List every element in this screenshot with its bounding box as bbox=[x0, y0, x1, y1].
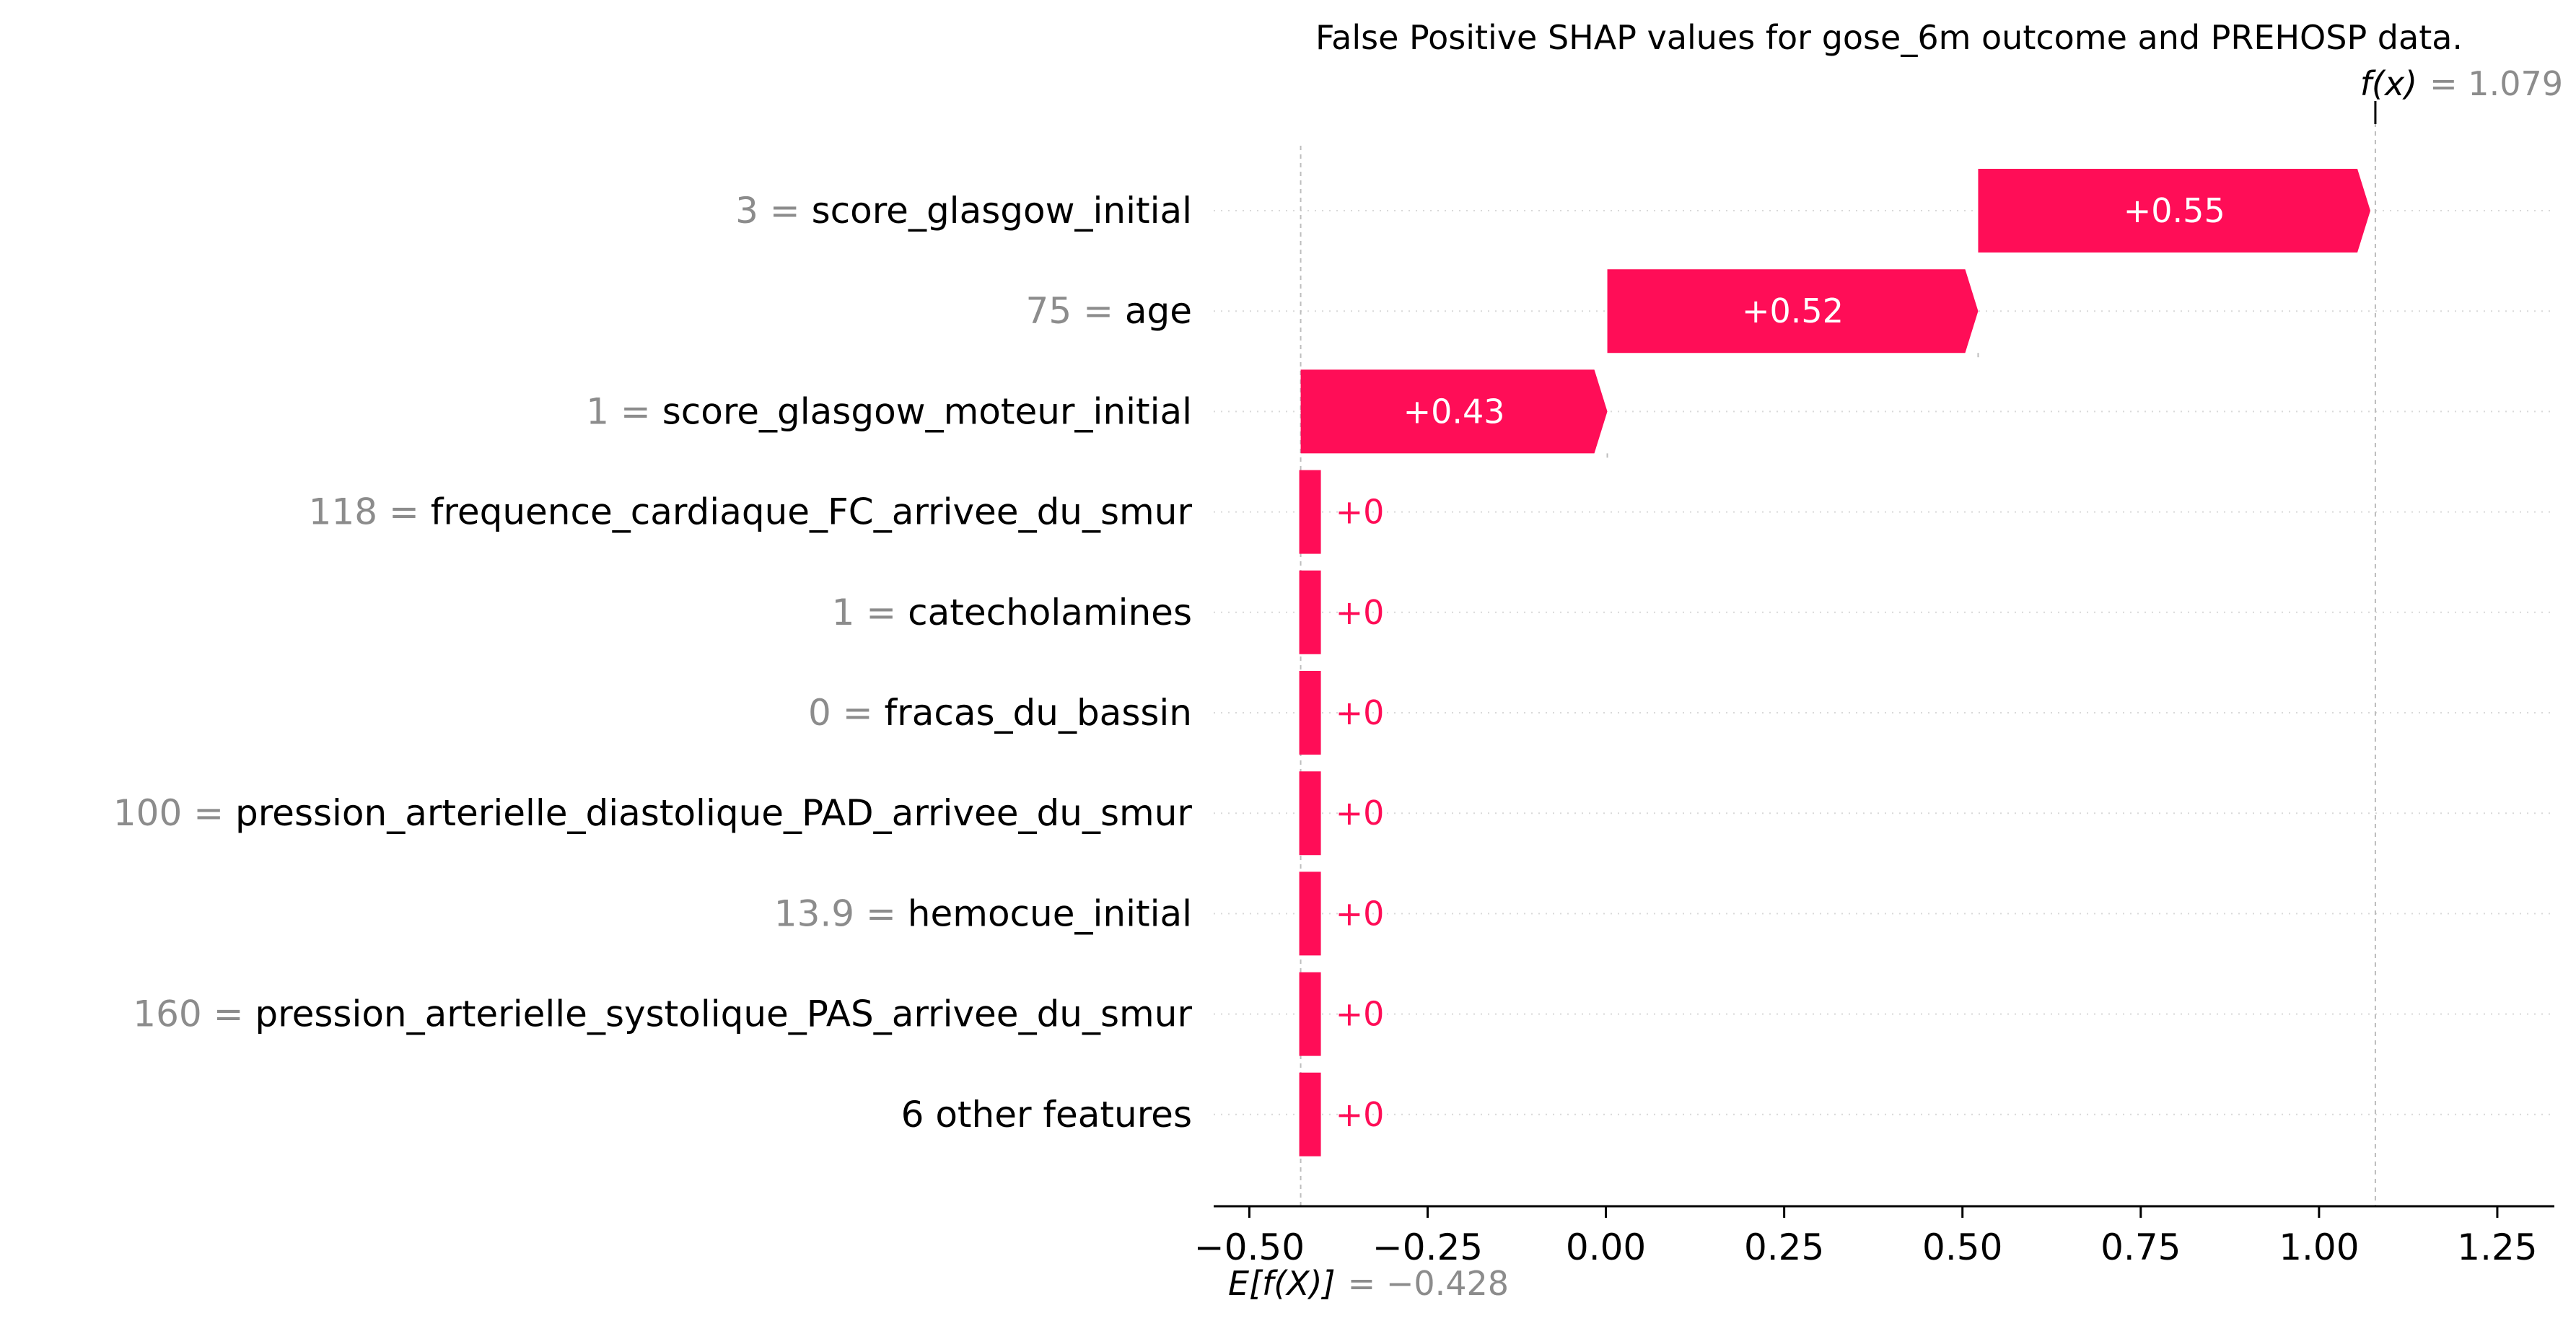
feature-value: 75 = bbox=[1026, 290, 1125, 332]
bar-value-label: +0 bbox=[1336, 1095, 1385, 1134]
feature-label: 1 = catecholamines bbox=[832, 592, 1192, 633]
output-value-annotation: f(x) = 1.079 bbox=[2360, 64, 2563, 103]
output-label: f(x) bbox=[2360, 64, 2417, 103]
feature-label: 75 = age bbox=[1026, 290, 1192, 332]
bar-value-label: +0 bbox=[1336, 995, 1385, 1034]
feature-label: 3 = score_glasgow_initial bbox=[735, 190, 1192, 232]
x-axis: −0.50 −0.25 0.00 0.25 0.50 0.75 1.00 1.25 bbox=[1194, 1205, 2554, 1268]
reference-lines bbox=[1300, 101, 2377, 1206]
feature-value: 3 = bbox=[735, 190, 812, 232]
feature-name: 6 other features bbox=[901, 1094, 1192, 1136]
shap-bar bbox=[1300, 369, 1608, 454]
feature-name: pression_arterielle_diastolique_PAD_arri… bbox=[235, 792, 1192, 834]
bar-value-label: +0 bbox=[1336, 693, 1385, 732]
feature-label: 160 = pression_arterielle_systolique_PAS… bbox=[133, 993, 1192, 1035]
bar-value-label: +0.55 bbox=[2124, 191, 2225, 230]
feature-name: score_glasgow_initial bbox=[812, 190, 1192, 232]
base-label: E[f(X)] bbox=[1228, 1264, 1336, 1303]
x-tick-label: 0.75 bbox=[2100, 1226, 2181, 1268]
bar-value-label: +0 bbox=[1336, 493, 1385, 532]
feature-name: pression_arterielle_systolique_PAS_arriv… bbox=[255, 993, 1192, 1035]
bar-value-label: +0.52 bbox=[1742, 291, 1844, 330]
bar-value-label: +0.43 bbox=[1403, 392, 1505, 431]
bar-value-label: +0 bbox=[1336, 794, 1385, 833]
base-value-annotation: E[f(X)] = −0.428 bbox=[1228, 1264, 1509, 1303]
feature-value: 0 = bbox=[808, 692, 885, 734]
x-tick-label: −0.25 bbox=[1372, 1226, 1483, 1268]
feature-name: catecholamines bbox=[908, 592, 1192, 633]
feature-value: 160 = bbox=[133, 993, 255, 1035]
bar-value-label: +0 bbox=[1336, 894, 1385, 933]
feature-name: fracas_du_bassin bbox=[885, 692, 1192, 734]
shap-bar bbox=[1607, 269, 1979, 354]
x-tick-label: 0.25 bbox=[1744, 1226, 1824, 1268]
feature-value: 100 = bbox=[113, 792, 235, 834]
shap-bar bbox=[1299, 671, 1321, 755]
shap-bar bbox=[1978, 169, 2371, 253]
feature-value: 118 = bbox=[309, 491, 431, 533]
chart-title: False Positive SHAP values for gose_6m o… bbox=[1315, 18, 2463, 57]
feature-label: 118 = frequence_cardiaque_FC_arrivee_du_… bbox=[309, 491, 1193, 533]
feature-label: 1 = score_glasgow_moteur_initial bbox=[586, 390, 1192, 432]
x-tick-label: −0.50 bbox=[1194, 1226, 1305, 1268]
feature-label: 6 other features bbox=[901, 1094, 1192, 1136]
shap-bar bbox=[1299, 972, 1321, 1056]
x-tick-label: 0.00 bbox=[1566, 1226, 1646, 1268]
feature-value: 13.9 = bbox=[774, 892, 908, 934]
feature-name: age bbox=[1125, 290, 1192, 332]
shap-bar bbox=[1299, 570, 1321, 654]
x-tick-label: 1.25 bbox=[2457, 1226, 2537, 1268]
feature-label: 0 = fracas_du_bassin bbox=[808, 692, 1192, 734]
x-tick-label: 1.00 bbox=[2279, 1226, 2359, 1268]
shap-bar bbox=[1299, 1072, 1321, 1156]
feature-name: frequence_cardiaque_FC_arrivee_du_smur bbox=[431, 491, 1193, 533]
output-value: = 1.079 bbox=[2430, 64, 2563, 103]
feature-labels: 3 = score_glasgow_initial 75 = age 1 = sco… bbox=[113, 190, 1193, 1136]
shap-bar bbox=[1299, 771, 1321, 856]
bars: +0.55 +0.52 +0.43 +0 +0 +0 +0 +0 +0 +0 bbox=[1299, 169, 2371, 1156]
feature-name: hemocue_initial bbox=[908, 892, 1192, 934]
feature-name: score_glasgow_moteur_initial bbox=[662, 390, 1192, 432]
feature-label: 100 = pression_arterielle_diastolique_PA… bbox=[113, 792, 1193, 834]
shap-bar bbox=[1299, 871, 1321, 956]
annotations: False Positive SHAP values for gose_6m o… bbox=[1228, 18, 2563, 1303]
shap-bar bbox=[1299, 470, 1321, 554]
bar-value-label: +0 bbox=[1336, 593, 1385, 632]
feature-value: 1 = bbox=[832, 592, 908, 633]
x-tick-label: 0.50 bbox=[1922, 1226, 2002, 1268]
feature-label: 13.9 = hemocue_initial bbox=[774, 892, 1192, 934]
base-value: = −0.428 bbox=[1348, 1264, 1509, 1303]
feature-value: 1 = bbox=[586, 390, 662, 432]
